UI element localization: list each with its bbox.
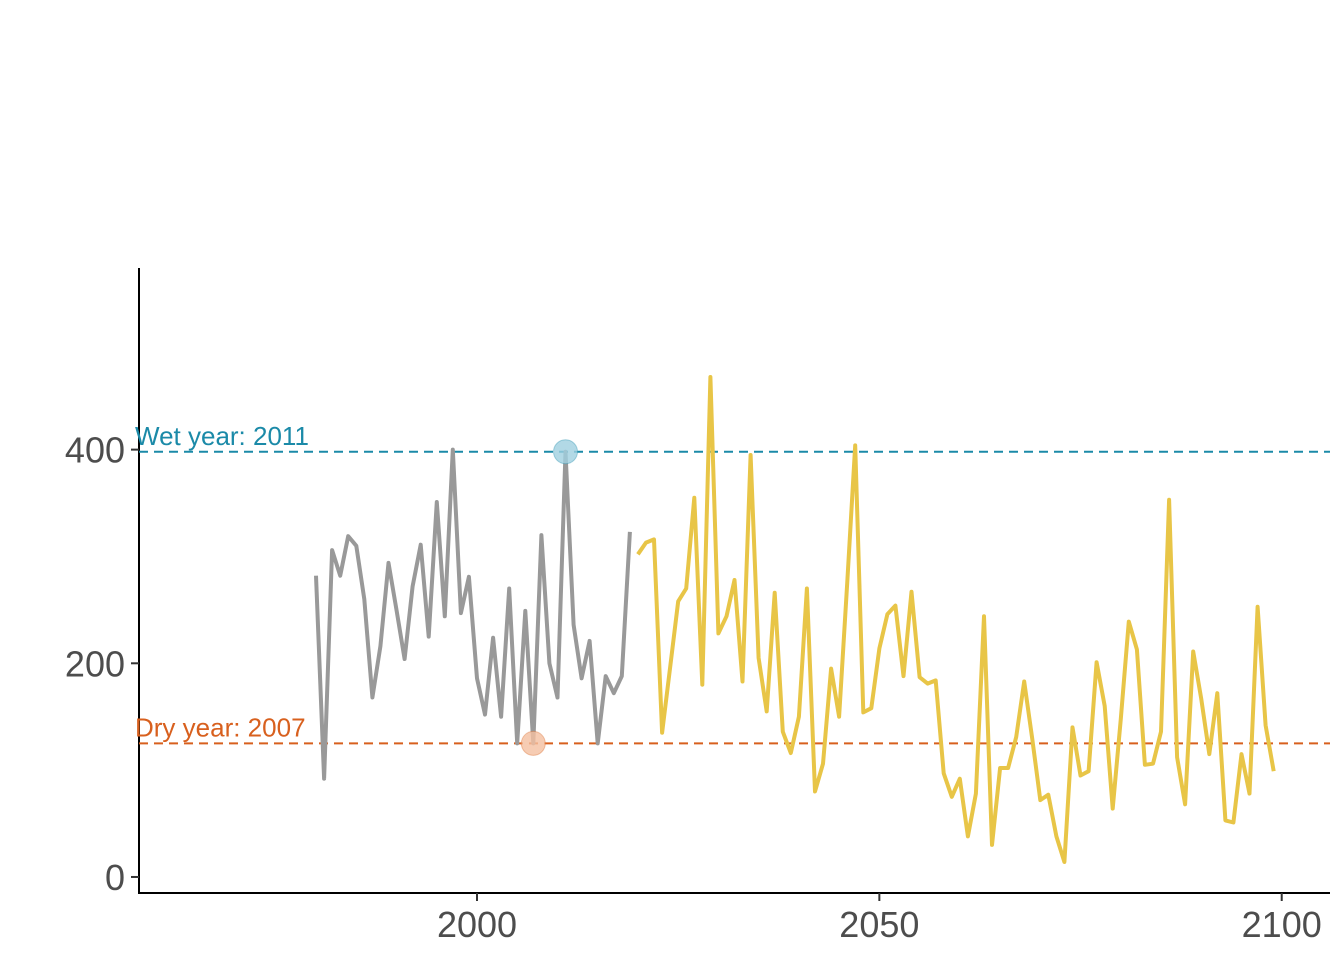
x-axis: 2000 2050 2100 — [138, 892, 1330, 945]
reference-labels: Wet year: 2011 Dry year: 2007 — [135, 421, 309, 743]
x-tick-label: 2050 — [839, 904, 919, 945]
reference-label: Dry year: 2007 — [135, 712, 306, 742]
reference-points — [520, 439, 579, 756]
series-line — [314, 447, 632, 781]
y-tick-label: 0 — [105, 857, 125, 898]
reference-point-marker — [553, 439, 579, 465]
series-line — [636, 375, 1276, 864]
series — [314, 375, 1276, 864]
y-tick-label: 200 — [65, 643, 125, 684]
reference-point-marker — [520, 730, 546, 756]
reference-lines — [139, 450, 1330, 745]
reference-label: Wet year: 2011 — [135, 421, 309, 451]
y-tick-label: 400 — [65, 430, 125, 471]
x-tick-label: 2000 — [437, 904, 517, 945]
y-axis: 0 200 400 — [65, 268, 140, 898]
x-tick-label: 2100 — [1242, 904, 1322, 945]
